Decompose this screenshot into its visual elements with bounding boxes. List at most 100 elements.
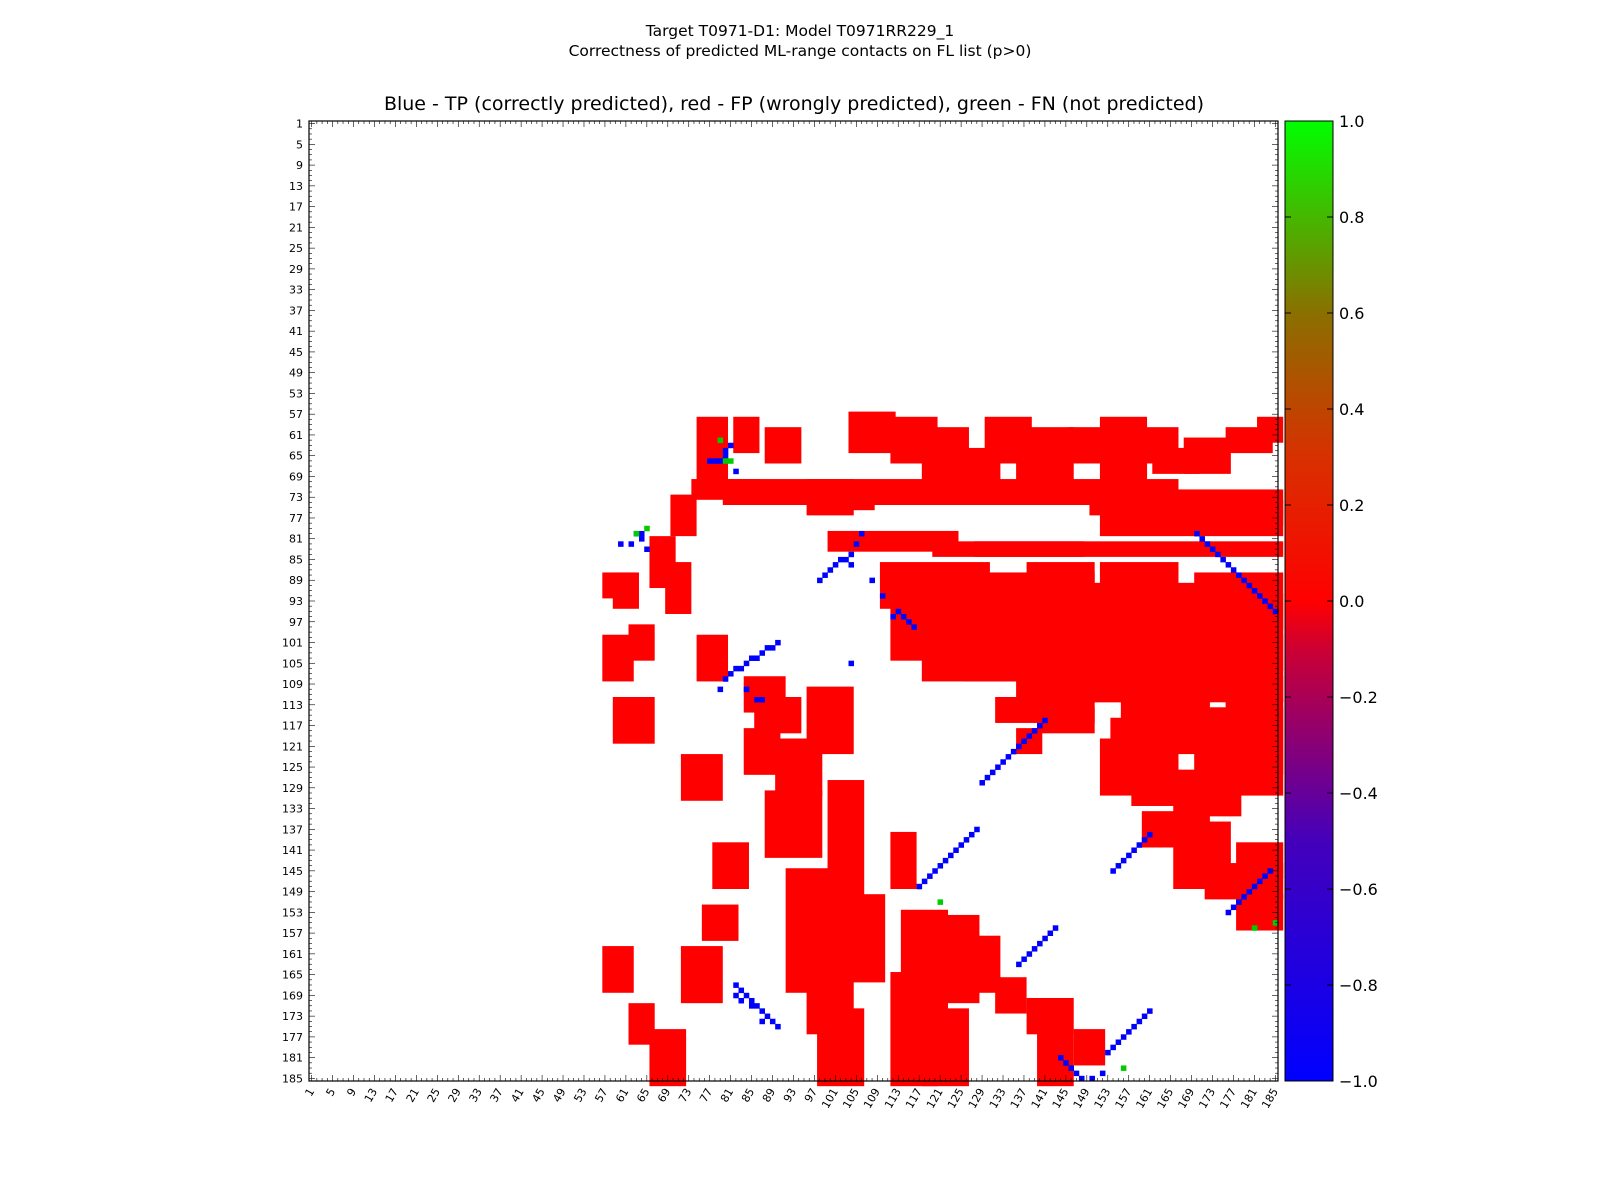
- x-tick-label: 37: [488, 1086, 506, 1105]
- tp-cell: [817, 577, 823, 584]
- fn-cell: [1251, 925, 1258, 931]
- tp-cell: [890, 613, 896, 620]
- colorbar: 1.0 0.8 0.6 0.4 0.2 0.0 −0.2 −0.4 −0.6 −0.8 −1.0: [1284, 112, 1378, 1091]
- tp-cell: [1021, 956, 1027, 962]
- chart-title-line2: Correctness of predicted ML-range contac…: [568, 42, 1032, 60]
- y-tick-label: 41: [289, 325, 303, 338]
- tp-cell: [1005, 754, 1012, 760]
- fp-cell: [743, 728, 781, 775]
- tp-cell: [722, 447, 729, 454]
- tp-cell: [1241, 894, 1247, 900]
- fn-cell: [1120, 1065, 1127, 1071]
- tp-cell: [848, 551, 855, 558]
- fp-cell: [680, 946, 723, 1004]
- tp-cell: [916, 883, 923, 890]
- fp-cell: [817, 1008, 865, 1087]
- fp-cell: [1183, 437, 1231, 474]
- tp-cell: [906, 619, 912, 625]
- tp-cell: [1147, 1008, 1153, 1014]
- tp-cell: [728, 442, 734, 449]
- tp-cell: [1131, 1023, 1137, 1030]
- tp-cell: [743, 660, 750, 667]
- fp-cell: [1073, 1029, 1106, 1066]
- tp-cell: [638, 536, 645, 542]
- chart-subtitle: Blue - TP (correctly predicted), red - F…: [383, 93, 1205, 115]
- y-tick-label: 153: [282, 906, 303, 919]
- tp-cell: [1204, 541, 1211, 547]
- x-tick-label: 61: [613, 1086, 631, 1105]
- tp-cell: [1246, 889, 1253, 895]
- tp-cell: [942, 857, 949, 864]
- fp-cell: [806, 686, 854, 755]
- tp-cell: [827, 567, 834, 573]
- tp-cell: [869, 577, 875, 584]
- y-tick-label: 129: [282, 782, 303, 795]
- axis-ticks: 1155991313171721212525292933333737414145…: [282, 118, 1281, 1111]
- tp-cell: [879, 593, 886, 599]
- colorbar-tick-label: 1.0: [1339, 112, 1364, 131]
- tp-cell: [743, 992, 750, 999]
- tp-cell: [764, 1013, 771, 1020]
- x-tick-label: 77: [697, 1086, 715, 1105]
- y-tick-label: 105: [282, 657, 303, 670]
- y-tick-label: 101: [282, 637, 303, 650]
- tp-cell: [1194, 530, 1200, 537]
- fp-cell: [1026, 997, 1074, 1035]
- tp-cell: [759, 1018, 765, 1025]
- tp-cell: [927, 873, 933, 879]
- tp-cell: [1037, 722, 1043, 729]
- tp-cell: [1110, 868, 1116, 874]
- y-tick-label: 117: [282, 720, 303, 733]
- y-tick-label: 45: [289, 346, 303, 359]
- y-tick-label: 97: [289, 616, 303, 629]
- fp-cell: [602, 946, 634, 993]
- y-tick-label: 145: [282, 865, 303, 878]
- y-tick-label: 33: [289, 284, 303, 297]
- x-tick-label: 81: [718, 1086, 736, 1105]
- tp-cell: [1257, 878, 1263, 885]
- tp-cell: [717, 686, 724, 693]
- fp-cell: [1037, 1029, 1074, 1087]
- tp-cell: [638, 530, 645, 537]
- tp-cell: [1110, 1044, 1116, 1051]
- tp-cell: [1000, 759, 1006, 765]
- tp-cell: [775, 1023, 781, 1030]
- y-tick-label: 85: [289, 553, 303, 566]
- tp-cell: [932, 868, 938, 874]
- x-tick-label: 145: [1050, 1086, 1072, 1111]
- tp-cell: [1262, 598, 1268, 604]
- y-tick-label: 53: [289, 387, 303, 400]
- tp-cell: [1026, 733, 1033, 739]
- tp-cell: [1131, 847, 1137, 853]
- x-tick-label: 141: [1029, 1086, 1051, 1111]
- tp-cell: [733, 992, 739, 999]
- tp-cell: [1236, 572, 1242, 578]
- tp-cell: [775, 639, 781, 646]
- tp-cell: [911, 624, 917, 630]
- y-tick-label: 133: [282, 803, 303, 816]
- tp-cell: [1136, 842, 1143, 848]
- tp-cell: [968, 831, 975, 838]
- fp-cell: [1141, 499, 1221, 526]
- colorbar-tick-label: −0.2: [1339, 688, 1378, 707]
- tp-cell: [979, 780, 985, 786]
- tp-cell: [822, 572, 828, 578]
- tp-cell: [759, 1008, 765, 1014]
- tp-cell: [738, 997, 745, 1004]
- fn-cell: [633, 530, 640, 537]
- x-tick-label: 57: [592, 1086, 610, 1105]
- x-tick-label: 97: [802, 1086, 820, 1105]
- tp-cell: [1215, 551, 1221, 558]
- x-tick-label: 1: [302, 1086, 317, 1099]
- x-tick-label: 121: [924, 1086, 946, 1111]
- y-tick-label: 157: [282, 927, 303, 940]
- y-tick-label: 141: [282, 844, 303, 857]
- tp-cell: [1099, 1070, 1106, 1077]
- tp-cell: [1267, 603, 1274, 610]
- tp-cell: [1136, 1018, 1143, 1025]
- tp-cell: [733, 468, 739, 475]
- tp-cell: [1115, 863, 1122, 869]
- tp-cell: [1225, 562, 1232, 568]
- fp-cell: [953, 479, 1074, 505]
